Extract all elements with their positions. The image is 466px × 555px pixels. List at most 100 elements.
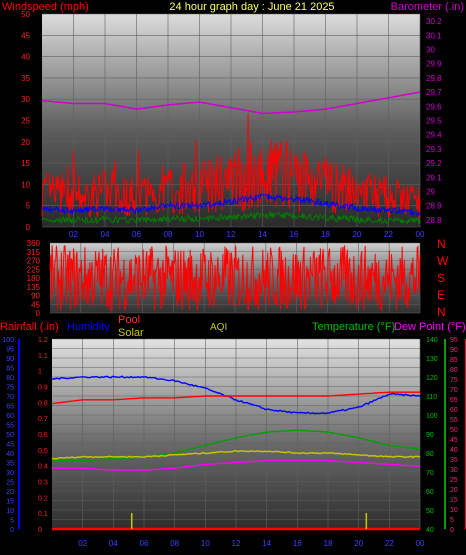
wind-x-tick-label: 02 [69, 230, 78, 239]
baro-y-tick-label: 30.1 [426, 31, 442, 40]
wind-axis-label: Windspeed (mph) [2, 1, 89, 13]
temperature-y-tick-label: 140 [426, 337, 438, 344]
temperature-y-tick-label: 130 [426, 356, 438, 363]
baro-y-tick-label: 29.7 [426, 88, 442, 97]
humidity-y-tick-label: 85 [6, 366, 14, 373]
weather-x-tick-label: 18 [324, 539, 333, 548]
rain-y-tick-label: 0.2 [38, 495, 48, 502]
dewpoint-y-tick-label: 65 [450, 397, 458, 404]
temperature-y-tick-label: 40 [426, 527, 434, 534]
dewpoint-y-tick-label: 70 [450, 387, 458, 394]
direction-y-tick-label: 180 [27, 274, 41, 283]
wind-y-tick-label: 0 [26, 223, 31, 232]
baro-y-tick-label: 29.8 [426, 74, 442, 83]
wind-y-tick-label: 10 [21, 180, 30, 189]
direction-y-tick-label: 0 [36, 309, 41, 318]
rain-y-tick-label: 1.1 [38, 353, 48, 360]
wind-y-tick-label: 30 [21, 95, 30, 104]
wind-x-tick-label: 16 [290, 230, 299, 239]
dew-point-f-series [52, 459, 421, 471]
humidity-y-tick-label: 45 [6, 442, 14, 449]
weather-x-tick-label: 06 [140, 539, 149, 548]
legend-pool: Pool [118, 314, 140, 326]
dewpoint-y-tick-label: 15 [450, 497, 458, 504]
dewpoint-y-tick-label: 45 [450, 437, 458, 444]
rain-y-tick-label: 0.3 [38, 480, 48, 487]
wind-x-tick-label: 00 [416, 230, 425, 239]
baro-y-tick-label: 29.1 [426, 173, 442, 182]
rain-y-tick-label: 0 [38, 527, 42, 534]
rain-y-tick-label: 0.8 [38, 400, 48, 407]
wind-x-tick-label: 22 [384, 230, 393, 239]
dewpoint-y-tick-label: 30 [450, 467, 458, 474]
dewpoint-y-tick-label: 90 [450, 347, 458, 354]
temperature-y-tick-label: 100 [426, 413, 438, 420]
humidity-y-tick-label: 40 [6, 451, 14, 458]
humidity-series [51, 375, 421, 415]
weather-x-tick-label: 10 [201, 539, 210, 548]
dewpoint-y-tick-label: 50 [450, 427, 458, 434]
dewpoint-y-tick-label: 55 [450, 417, 458, 424]
dewpoint-y-tick-label: 25 [450, 477, 458, 484]
wind-gust-series [41, 113, 421, 220]
wind-y-tick-label: 40 [21, 53, 30, 62]
dewpoint-y-tick-label: 60 [450, 407, 458, 414]
dewpoint-y-tick-label: 10 [450, 507, 458, 514]
direction-series [49, 245, 421, 312]
direction-y-tick-label: 45 [31, 300, 40, 309]
compass-label-n-bottom: N [437, 305, 446, 319]
direction-y-tick-label: 225 [27, 265, 41, 274]
weather-x-tick-label: 04 [109, 539, 118, 548]
compass-label-n-top: N [437, 237, 446, 251]
temperature-y-tick-label: 90 [426, 432, 434, 439]
weather-x-tick-label: 14 [262, 539, 271, 548]
rain-y-tick-label: 1.2 [38, 337, 48, 344]
rain-y-tick-label: 0.5 [38, 448, 48, 455]
dewpoint-y-tick-label: 75 [450, 377, 458, 384]
temperature-y-tick-label: 70 [426, 470, 434, 477]
weather-x-tick-label: 16 [293, 539, 302, 548]
temperature-y-tick-label: 50 [426, 508, 434, 515]
rain-y-tick-label: 0.9 [38, 385, 48, 392]
rain-y-tick-label: 0.4 [38, 464, 48, 471]
baro-y-tick-label: 29.3 [426, 145, 442, 154]
compass-label-s: S [437, 271, 445, 285]
humidity-y-tick-label: 80 [6, 375, 14, 382]
baro-y-tick-label: 28.8 [426, 216, 442, 225]
humidity-y-tick-label: 5 [10, 518, 14, 525]
rain-y-tick-label: 1 [38, 369, 42, 376]
dewpoint-y-tick-label: 80 [450, 367, 458, 374]
baro-y-tick-label: 29 [426, 188, 435, 197]
baro-y-tick-label: 30 [426, 46, 435, 55]
direction-y-tick-label: 360 [27, 239, 41, 248]
dewpoint-y-tick-label: 85 [450, 357, 458, 364]
rain-y-tick-label: 0.6 [38, 432, 48, 439]
wind-x-tick-label: 18 [321, 230, 330, 239]
humidity-y-tick-label: 90 [6, 356, 14, 363]
wind-y-tick-label: 25 [21, 117, 30, 126]
direction-y-tick-label: 135 [27, 283, 41, 292]
baro-y-tick-label: 29.5 [426, 117, 442, 126]
compass-label-e: E [437, 288, 445, 302]
graph-title: 24 hour graph day : June 21 2025 [169, 1, 334, 13]
dewpoint-y-tick-label: 0 [450, 527, 454, 534]
rain-y-tick-label: 0.7 [38, 416, 48, 423]
wind-x-tick-label: 04 [101, 230, 110, 239]
wind-low-series [41, 210, 421, 226]
pool-series [51, 391, 420, 405]
temperature-y-tick-label: 80 [426, 451, 434, 458]
baro-y-tick-label: 29.9 [426, 60, 442, 69]
wind-y-tick-label: 5 [26, 202, 31, 211]
baro-y-tick-label: 29.6 [426, 102, 442, 111]
wind-x-tick-label: 08 [164, 230, 173, 239]
wind-x-tick-label: 14 [258, 230, 267, 239]
legend-solar: Solar [118, 327, 144, 339]
wind-x-tick-label: 20 [353, 230, 362, 239]
wind-x-tick-label: 06 [132, 230, 141, 239]
legend-humidity: Humidity [67, 321, 110, 333]
dewpoint-y-tick-label: 95 [450, 337, 458, 344]
humidity-y-tick-label: 15 [6, 499, 14, 506]
direction-y-tick-label: 90 [31, 292, 40, 301]
humidity-y-tick-label: 100 [2, 337, 14, 344]
humidity-y-tick-label: 50 [6, 432, 14, 439]
